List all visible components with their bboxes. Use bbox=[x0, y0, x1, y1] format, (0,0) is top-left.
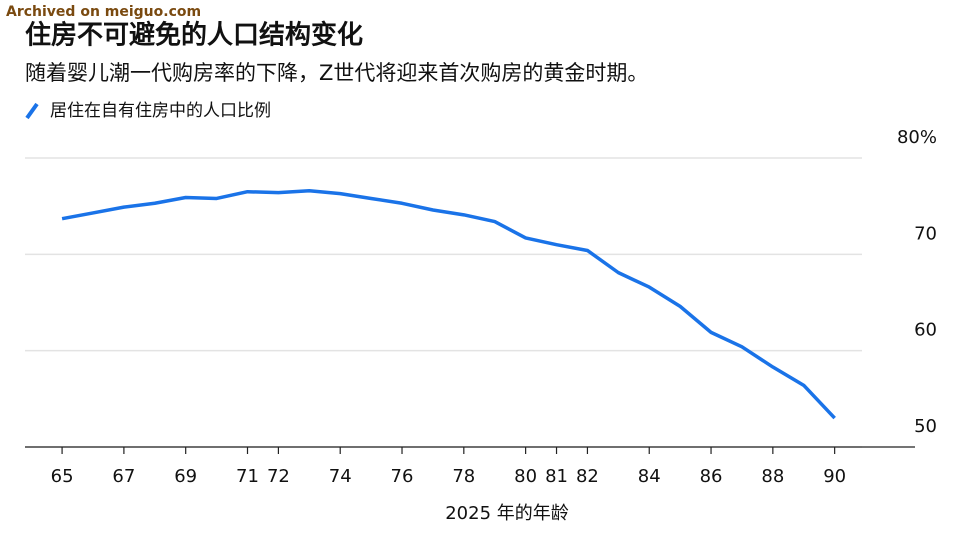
y-tick-label: 60 bbox=[914, 320, 937, 341]
legend-swatch bbox=[25, 102, 39, 120]
x-tick-label: 88 bbox=[761, 466, 784, 487]
x-tick-label: 90 bbox=[823, 466, 846, 487]
x-tick-label: 84 bbox=[638, 466, 661, 487]
y-tick-label: 70 bbox=[914, 223, 937, 244]
watermark: Archived on meiguo.com bbox=[6, 4, 201, 20]
y-tick-label: 80% bbox=[897, 127, 937, 148]
x-tick-label: 65 bbox=[51, 466, 74, 487]
x-tick-label: 80 bbox=[514, 466, 537, 487]
x-tick-label: 78 bbox=[452, 466, 475, 487]
x-tick-label: 71 bbox=[236, 466, 259, 487]
x-axis-label: 2025 年的年龄 bbox=[445, 503, 569, 524]
y-tick-label: 50 bbox=[914, 416, 937, 437]
x-tick-label: 76 bbox=[391, 466, 414, 487]
x-tick-label: 82 bbox=[576, 466, 599, 487]
x-tick-label: 81 bbox=[545, 466, 568, 487]
chart-title: 住房不可避免的人口结构变化 bbox=[25, 20, 363, 51]
x-tick-label: 74 bbox=[329, 466, 352, 487]
x-tick-label: 67 bbox=[112, 466, 135, 487]
legend-label: 居住在自有住房中的人口比例 bbox=[50, 101, 271, 121]
data-line bbox=[61, 189, 836, 420]
chart-subtitle: 随着婴儿潮一代购房率的下降，Z世代将迎来首次购房的黄金时期。 bbox=[25, 61, 648, 85]
x-tick-label: 69 bbox=[174, 466, 197, 487]
x-tick-label: 86 bbox=[700, 466, 723, 487]
x-tick-label: 72 bbox=[267, 466, 290, 487]
